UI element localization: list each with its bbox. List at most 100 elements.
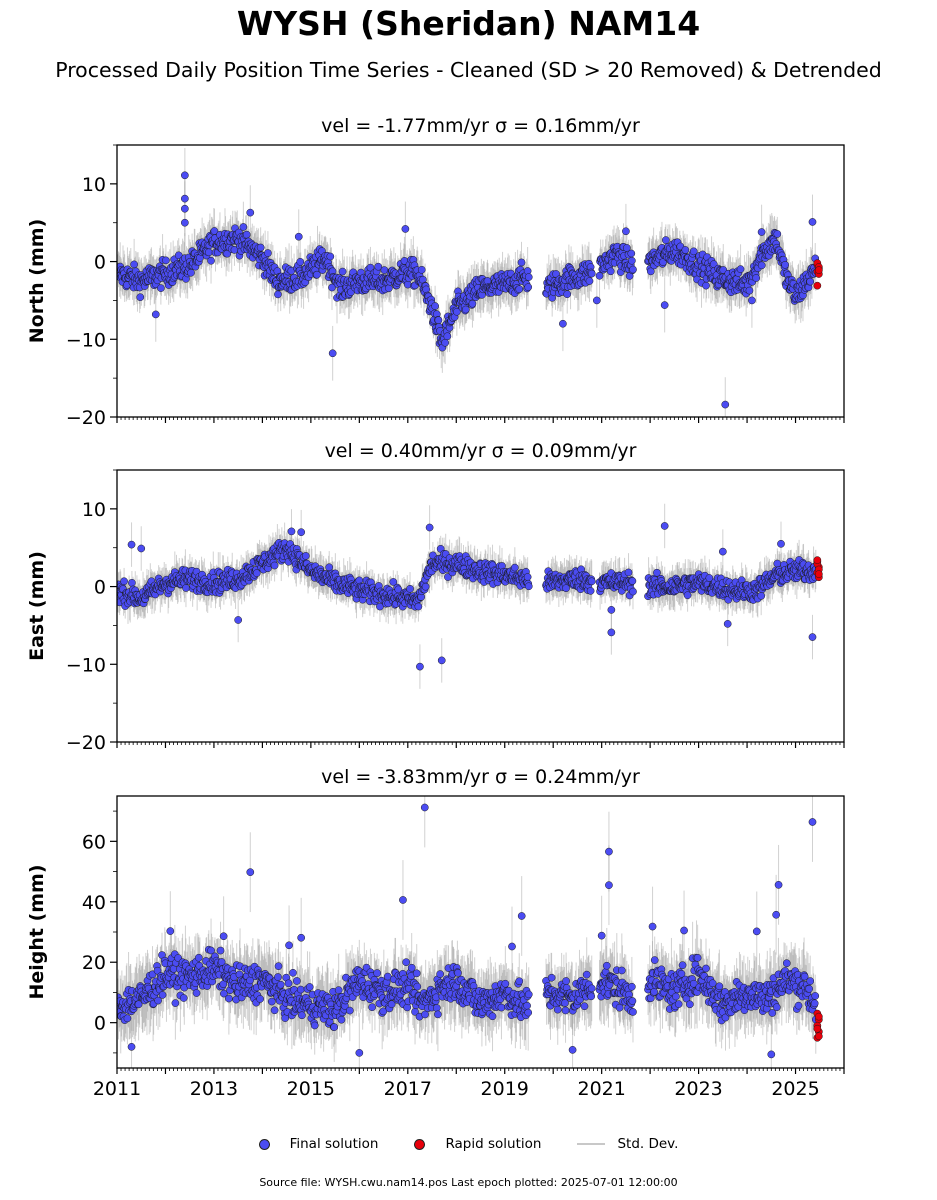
final-point (274, 290, 282, 299)
final-point (646, 267, 655, 276)
north-x-ticks (116, 417, 845, 423)
final-point (736, 265, 745, 273)
final-point (252, 569, 261, 578)
final-point (128, 579, 136, 587)
final-point (629, 587, 637, 596)
final-point (622, 227, 630, 236)
final-point (562, 584, 570, 593)
final-point (130, 260, 138, 269)
east-final-points (117, 522, 820, 671)
final-point (628, 577, 637, 585)
final-point (587, 577, 596, 586)
panel-north: −20 −10 0 10 vel = -1.77mm/yr σ = 0.16mm/yr N… (26, 115, 845, 429)
y-tick-label: −20 (66, 407, 106, 429)
final-point (702, 281, 710, 290)
final-point (524, 283, 533, 291)
final-point (773, 559, 782, 568)
final-point (394, 585, 403, 594)
north-plot-area (117, 147, 823, 417)
final-point (187, 268, 195, 277)
final-point (181, 171, 189, 180)
final-point (808, 218, 817, 226)
final-point (587, 269, 596, 278)
y-tick-label: 0 (94, 252, 106, 274)
final-point (524, 273, 533, 281)
final-point (781, 260, 789, 269)
final-point (296, 258, 305, 266)
final-point (515, 285, 524, 294)
final-point (681, 246, 690, 254)
final-point (181, 194, 189, 203)
rapid-point (813, 281, 822, 290)
y-tick-label: 10 (82, 174, 106, 196)
final-point (624, 568, 633, 577)
chart-title: WYSH (Sheridan) NAM14 (236, 4, 701, 43)
north-y-ticks: −20 −10 0 10 (66, 144, 117, 429)
final-point (523, 573, 532, 581)
final-point (338, 267, 347, 276)
final-point (242, 230, 251, 239)
final-point (239, 223, 248, 231)
final-point (384, 284, 393, 293)
final-point (806, 277, 815, 286)
final-point (151, 310, 160, 319)
final-point (207, 256, 215, 265)
final-point (660, 301, 669, 309)
final-point (748, 296, 756, 305)
final-point (757, 261, 766, 270)
final-point (326, 252, 335, 261)
final-point (721, 400, 730, 409)
north-final-points (117, 171, 820, 409)
north-panel-title: vel = -1.77mm/yr σ = 0.16mm/yr (321, 115, 640, 137)
final-point (628, 256, 636, 265)
final-point (294, 232, 303, 241)
final-point (627, 249, 636, 258)
final-point (414, 602, 423, 611)
north-rapid-points (813, 259, 823, 290)
final-point (182, 584, 190, 592)
final-point (559, 319, 567, 328)
final-point (752, 274, 761, 282)
east-plot-area (117, 503, 823, 689)
rapid-point (814, 266, 823, 274)
final-point (120, 577, 128, 586)
final-point (662, 236, 670, 244)
final-point (606, 267, 615, 276)
final-point (757, 228, 766, 236)
final-point (264, 249, 272, 257)
final-point (683, 591, 692, 600)
final-point (270, 561, 279, 570)
final-point (366, 263, 375, 272)
north-y-axis-label: North (mm) (26, 219, 48, 344)
final-point (301, 552, 310, 560)
final-point (595, 271, 604, 280)
final-point (452, 307, 461, 316)
final-point (421, 582, 430, 591)
final-point (689, 247, 698, 256)
final-point (517, 258, 526, 267)
final-point (592, 296, 601, 305)
final-point (204, 248, 213, 257)
final-point (443, 332, 452, 341)
final-point (157, 284, 165, 292)
final-point (256, 243, 265, 252)
final-point (328, 349, 337, 358)
final-point (653, 568, 661, 577)
final-point (510, 563, 519, 572)
final-point (136, 293, 145, 302)
final-point (328, 283, 336, 292)
final-point (431, 302, 439, 310)
final-point (468, 299, 477, 308)
final-point (757, 591, 766, 600)
final-point (406, 584, 414, 593)
final-point (374, 262, 383, 271)
final-point (461, 305, 470, 314)
final-point (629, 265, 637, 274)
final-point (313, 270, 321, 279)
final-point (181, 218, 189, 227)
final-point (745, 286, 754, 295)
y-tick-label: −10 (66, 329, 106, 351)
final-point (441, 338, 449, 347)
